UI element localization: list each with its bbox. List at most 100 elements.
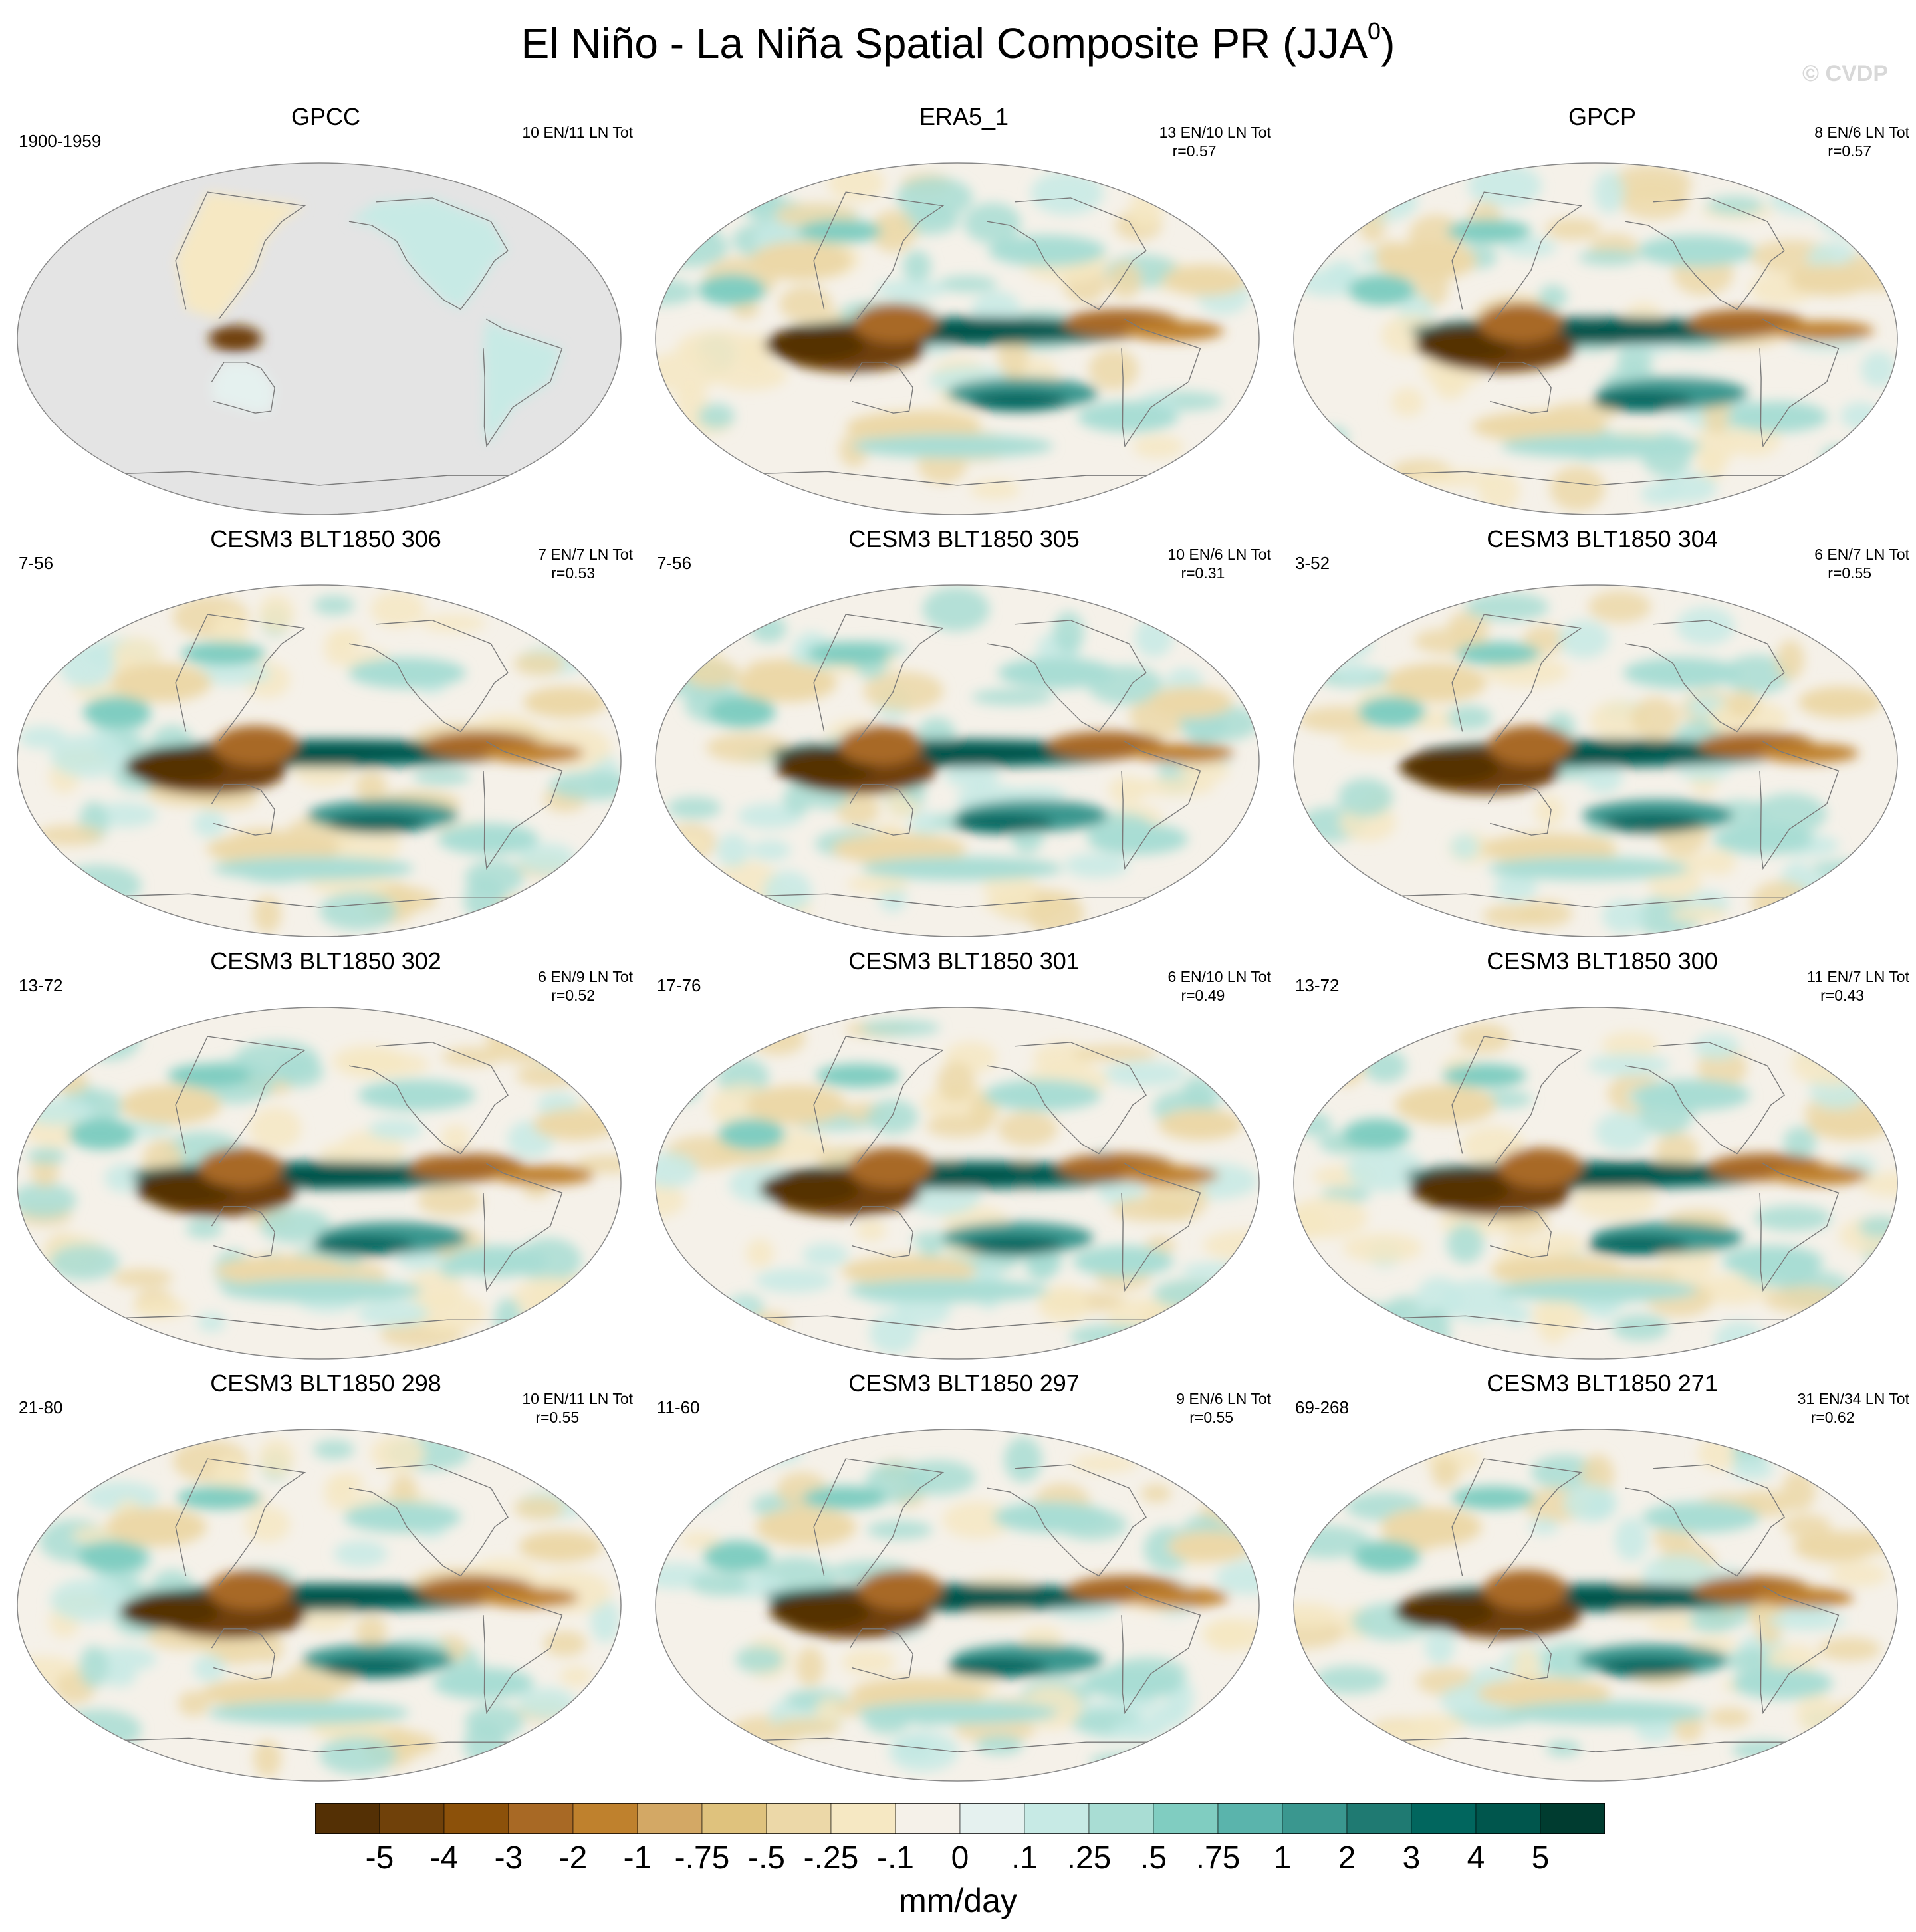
- colorbar-tick-label: .1: [1011, 1840, 1038, 1875]
- anomaly-region: [1478, 303, 1562, 343]
- coastline: [849, 362, 913, 414]
- map-panel: CESM3 BLT1850 302 13-72 6 EN/9 LN Tot r=0.5…: [7, 947, 645, 1373]
- anomaly-patch: [420, 614, 487, 632]
- coastline: [1759, 318, 1840, 448]
- anomaly-region: [124, 749, 225, 785]
- anomaly-region: [1381, 1507, 1482, 1547]
- anomaly-region: [1597, 1657, 1698, 1678]
- coastline: [211, 362, 275, 414]
- anomaly-patch: [1610, 164, 1692, 204]
- anomaly-patch: [1157, 165, 1197, 201]
- anomaly-region: [213, 725, 298, 765]
- panel-correlation: r=0.55: [1189, 1409, 1234, 1426]
- anomaly-patch: [1732, 1739, 1795, 1760]
- anomaly-patch: [1465, 592, 1549, 622]
- panel-title: CESM3 BLT1850 301: [848, 947, 1080, 975]
- anomaly-region: [1078, 401, 1179, 433]
- figure-title-text: El Niño - La Niña Spatial Composite PR (…: [521, 19, 1368, 67]
- anomaly-patch: [17, 1183, 77, 1218]
- anomaly-patch: [357, 1300, 429, 1327]
- coastline: [61, 893, 577, 908]
- coastline: [175, 614, 306, 742]
- anomaly-patch: [1829, 1701, 1893, 1727]
- anomaly-patch: [549, 771, 621, 800]
- anomaly-patch: [749, 1439, 804, 1465]
- anomaly-patch: [590, 1598, 620, 1643]
- anomaly-region: [493, 1165, 594, 1185]
- anomaly-patch: [259, 1208, 331, 1243]
- anomaly-patch: [1064, 853, 1129, 878]
- anomaly-patch: [1141, 1484, 1171, 1503]
- colorbar-tick-label: .75: [1196, 1840, 1241, 1875]
- anomaly-patch: [1676, 606, 1735, 646]
- anomaly-patch: [860, 1019, 941, 1036]
- coastline: [211, 1206, 275, 1258]
- anomaly-patch: [677, 330, 762, 365]
- anomaly-region: [1540, 1165, 1742, 1181]
- anomaly-patch: [1338, 778, 1393, 817]
- anomaly-region: [1788, 264, 1873, 296]
- anomaly-patch: [997, 333, 1028, 378]
- coastline: [61, 1315, 577, 1330]
- panel-title: GPCC: [291, 103, 360, 130]
- map-plot: [1293, 584, 1898, 937]
- anomaly-region: [68, 1118, 136, 1150]
- coastline: [1338, 471, 1854, 486]
- anomaly-region: [983, 1079, 1102, 1111]
- anomaly-patch: [1149, 1749, 1203, 1768]
- panel-event-counts: 7 EN/7 LN Tot r=0.53: [538, 545, 633, 582]
- panel-correlation: r=0.55: [1828, 564, 1872, 582]
- anomaly-patch: [1558, 620, 1610, 658]
- colorbar-tick-label: .5: [1140, 1840, 1167, 1875]
- coastline: [483, 1585, 563, 1715]
- coastline: [175, 1036, 306, 1164]
- anomaly-patch: [1709, 700, 1788, 738]
- anomaly-region: [1500, 434, 1703, 458]
- map-panel: CESM3 BLT1850 271 69-268 31 EN/34 LN Tot r=…: [1283, 1370, 1916, 1795]
- anomaly-region: [703, 1540, 771, 1572]
- panel-title: CESM3 BLT1850 300: [1487, 947, 1718, 975]
- panel-counts-text: 9 EN/6 LN Tot: [1176, 1390, 1271, 1407]
- anomaly-patch: [865, 1461, 931, 1503]
- anomaly-patch: [1326, 1040, 1366, 1086]
- anomaly-patch: [1631, 697, 1680, 740]
- anomaly-region: [967, 391, 1068, 412]
- anomaly-region: [802, 1486, 887, 1510]
- colorbar-swatch: [508, 1802, 574, 1834]
- colorbar-swatch: [1282, 1802, 1348, 1834]
- anomaly-patch: [1517, 900, 1572, 927]
- panel-event-counts: 11 EN/7 LN Tot r=0.43: [1807, 967, 1909, 1005]
- anomaly-patch: [716, 833, 750, 868]
- anomaly-region: [106, 1507, 207, 1547]
- anomaly-region: [962, 1235, 1063, 1256]
- anomaly-patch: [390, 1474, 418, 1507]
- anomaly-patch: [368, 1118, 423, 1140]
- anomaly-patch: [783, 783, 813, 815]
- coastline: [1121, 318, 1201, 448]
- anomaly-patch: [370, 590, 425, 628]
- anomaly-region: [1496, 1278, 1698, 1302]
- colorbar-swatch: [1153, 1802, 1219, 1834]
- anomaly-region: [1525, 1588, 1727, 1604]
- anomaly-region: [447, 1245, 548, 1277]
- anomaly-region: [755, 1507, 856, 1547]
- anomaly-patch: [1112, 1719, 1166, 1741]
- anomaly-patch: [104, 1163, 144, 1193]
- anomaly-patch: [1103, 1061, 1186, 1087]
- anomaly-patch: [1088, 348, 1139, 390]
- panel-counts-text: 6 EN/9 LN Tot: [538, 968, 633, 985]
- map-panel: CESM3 BLT1850 304 3-52 6 EN/7 LN Tot r=0.55: [1283, 525, 1916, 951]
- anomaly-region: [1505, 1701, 1707, 1725]
- anomaly-patch: [27, 1147, 66, 1164]
- panel-event-counts: 8 EN/6 LN Tot r=0.57: [1814, 123, 1909, 160]
- anomaly-patch: [1132, 435, 1184, 459]
- anomaly-patch: [1536, 1233, 1584, 1256]
- panel-title: CESM3 BLT1850 306: [210, 525, 441, 552]
- coastline: [61, 471, 577, 486]
- panel-title: CESM3 BLT1850 297: [848, 1370, 1080, 1397]
- colorbar-swatch: [895, 1802, 961, 1834]
- coastline: [1451, 1458, 1583, 1586]
- anomaly-patch: [1300, 186, 1375, 226]
- panel-counts-text: 6 EN/10 LN Tot: [1167, 968, 1271, 985]
- anomaly-patch: [869, 1312, 918, 1354]
